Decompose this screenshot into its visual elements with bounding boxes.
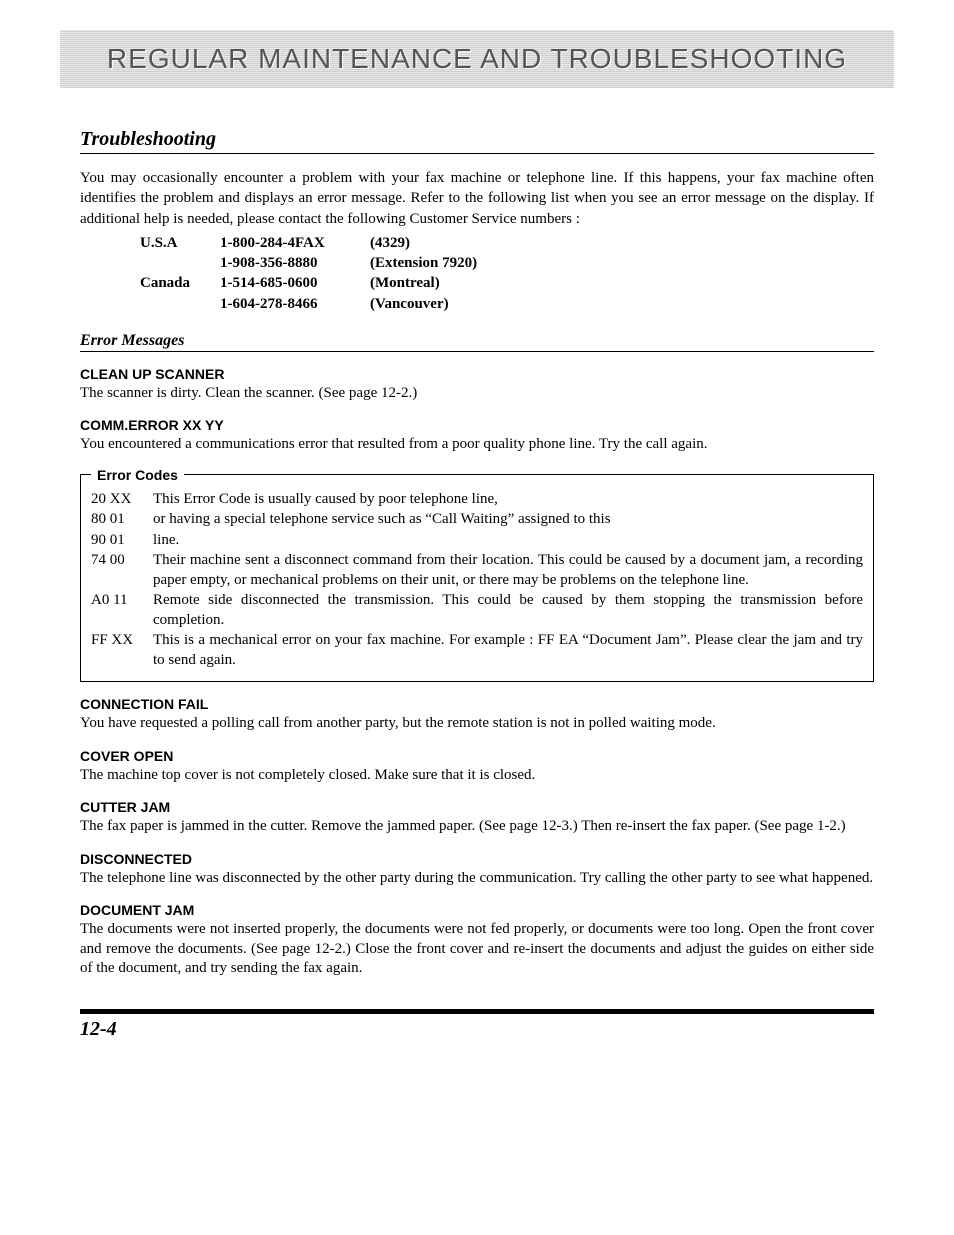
page: REGULAR MAINTENANCE AND TROUBLESHOOTING … [0, 0, 954, 1081]
code-key: 20 XX [91, 490, 153, 510]
code-row: FF XX This is a mechanical error on your… [91, 631, 863, 670]
code-desc: This Error Code is usually caused by poo… [153, 490, 863, 510]
contact-phone: 1-908-356-8880 [220, 253, 370, 273]
contact-row: U.S.A 1-800-284-4FAX (4329) [140, 233, 874, 253]
error-codes-box: Error Codes 20 XX This Error Code is usu… [80, 467, 874, 683]
contact-note: (Vancouver) [370, 294, 449, 314]
code-row: 90 01 line. [91, 531, 863, 551]
error-body: The fax paper is jammed in the cutter. R… [80, 817, 874, 837]
code-row: 20 XX This Error Code is usually caused … [91, 490, 863, 510]
contact-phone: 1-514-685-0600 [220, 273, 370, 293]
error-body: The telephone line was disconnected by t… [80, 869, 874, 889]
error-title: CUTTER JAM [80, 799, 874, 815]
code-desc: Remote side disconnected the transmissio… [153, 591, 863, 630]
contact-note: (Extension 7920) [370, 253, 477, 273]
contact-note: (4329) [370, 233, 410, 253]
error-title: CONNECTION FAIL [80, 696, 874, 712]
contact-phone: 1-800-284-4FAX [220, 233, 370, 253]
contact-row: 1-908-356-8880 (Extension 7920) [140, 253, 874, 273]
code-desc: Their machine sent a disconnect command … [153, 551, 863, 590]
error-body: The documents were not inserted properly… [80, 920, 874, 979]
contact-row: 1-604-278-8466 (Vancouver) [140, 294, 874, 314]
section-title: Troubleshooting [80, 128, 874, 154]
code-row: A0 11 Remote side disconnected the trans… [91, 591, 863, 630]
header-title: REGULAR MAINTENANCE AND TROUBLESHOOTING [107, 43, 847, 75]
footer-rule [80, 1009, 874, 1014]
contact-country [140, 294, 220, 314]
error-body: The scanner is dirty. Clean the scanner.… [80, 384, 874, 404]
code-key: FF XX [91, 631, 153, 670]
error-codes-legend: Error Codes [91, 467, 184, 483]
contact-country [140, 253, 220, 273]
error-body: You have requested a polling call from a… [80, 714, 874, 734]
code-desc: This is a mechanical error on your fax m… [153, 631, 863, 670]
intro-paragraph: You may occasionally encounter a problem… [80, 168, 874, 229]
error-title: CLEAN UP SCANNER [80, 366, 874, 382]
contact-block: U.S.A 1-800-284-4FAX (4329) 1-908-356-88… [140, 233, 874, 314]
error-title: COVER OPEN [80, 748, 874, 764]
error-messages-heading: Error Messages [80, 332, 874, 352]
error-body: You encountered a communications error t… [80, 435, 874, 455]
contact-country: Canada [140, 273, 220, 293]
contact-note: (Montreal) [370, 273, 440, 293]
contact-row: Canada 1-514-685-0600 (Montreal) [140, 273, 874, 293]
error-title: COMM.ERROR XX YY [80, 417, 874, 433]
error-title: DISCONNECTED [80, 851, 874, 867]
contact-phone: 1-604-278-8466 [220, 294, 370, 314]
code-key: 80 01 [91, 510, 153, 530]
code-key: 74 00 [91, 551, 153, 590]
code-desc: line. [153, 531, 863, 551]
error-body: The machine top cover is not completely … [80, 766, 874, 786]
header-band: REGULAR MAINTENANCE AND TROUBLESHOOTING [60, 30, 894, 88]
code-key: A0 11 [91, 591, 153, 630]
error-title: DOCUMENT JAM [80, 902, 874, 918]
code-row: 80 01 or having a special telephone serv… [91, 510, 863, 530]
code-desc: or having a special telephone service su… [153, 510, 863, 530]
contact-country: U.S.A [140, 233, 220, 253]
page-number: 12-4 [80, 1018, 874, 1041]
code-row: 74 00 Their machine sent a disconnect co… [91, 551, 863, 590]
code-key: 90 01 [91, 531, 153, 551]
